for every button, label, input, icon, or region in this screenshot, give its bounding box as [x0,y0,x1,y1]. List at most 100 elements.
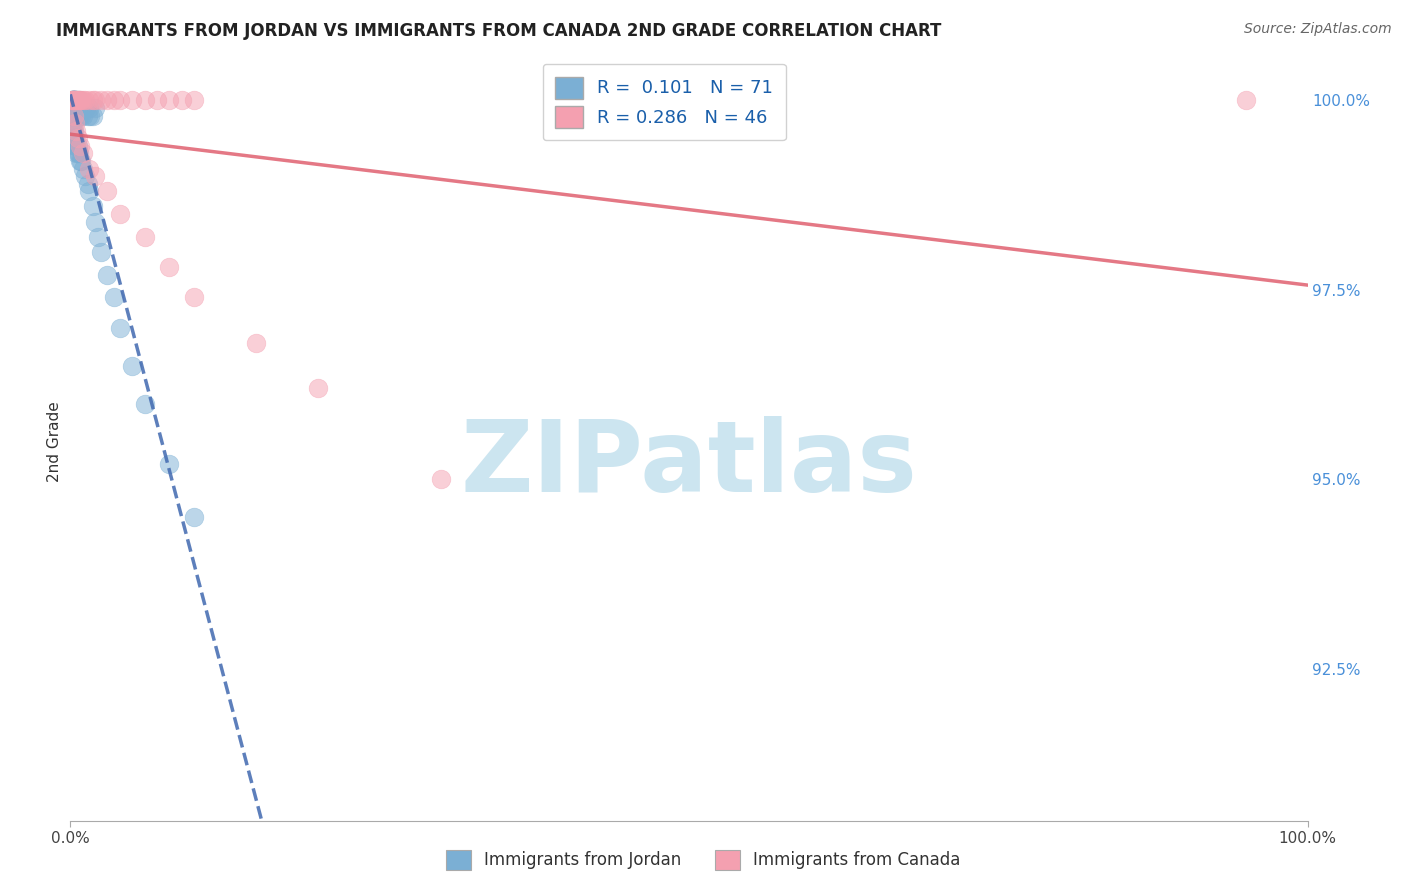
Point [65,93,87,107]
Point [62,123,84,137]
Point [62,93,84,107]
Point [65,123,87,137]
Point [1234,93,1257,107]
Point [79,108,101,122]
Point [65,101,87,115]
Point [70,93,93,107]
Point [65,93,87,107]
Point [84,93,107,107]
Point [65,101,87,115]
Point [62,116,84,130]
Point [63,93,86,107]
Point [72,108,94,122]
Point [121,93,143,107]
Point [60,93,83,107]
Point [70,153,93,168]
Point [60,108,83,122]
Point [72,101,94,115]
Point [108,321,131,335]
Point [245,336,267,351]
Point [65,146,87,161]
Text: IMMIGRANTS FROM JORDAN VS IMMIGRANTS FROM CANADA 2ND GRADE CORRELATION CHART: IMMIGRANTS FROM JORDAN VS IMMIGRANTS FRO… [56,22,942,40]
Point [65,93,87,107]
Point [65,93,87,107]
Point [134,397,156,411]
Point [65,131,87,145]
Point [62,131,84,145]
Point [62,93,84,107]
Point [62,93,84,107]
Point [69,101,91,115]
Point [84,214,107,228]
Point [66,146,89,161]
Point [63,93,86,107]
Point [65,138,87,153]
Point [70,101,93,115]
Text: ZIPatlas: ZIPatlas [461,416,917,513]
Point [77,101,100,115]
Point [70,108,93,122]
Point [96,93,118,107]
Point [67,146,90,161]
Point [67,93,90,107]
Point [183,291,205,305]
Point [108,207,131,221]
Point [65,93,87,107]
Point [134,93,156,107]
Point [63,93,86,107]
Point [66,101,89,115]
Point [183,510,205,524]
Point [67,108,90,122]
Point [63,131,86,145]
Point [96,268,118,282]
Point [84,169,107,184]
Point [63,93,86,107]
Point [84,101,107,115]
Point [76,108,98,122]
Point [65,116,87,130]
Point [96,184,118,198]
Point [66,131,89,145]
Point [65,138,87,153]
Point [60,93,83,107]
Point [72,93,94,107]
Point [67,101,90,115]
Point [62,93,84,107]
Point [103,291,125,305]
Point [62,93,84,107]
Point [134,230,156,244]
Point [69,138,91,153]
Point [60,93,83,107]
Point [82,93,104,107]
Point [82,199,104,213]
Point [66,138,89,153]
Point [157,458,180,472]
Legend: R =  0.101   N = 71, R = 0.286   N = 46: R = 0.101 N = 71, R = 0.286 N = 46 [543,64,786,140]
Point [103,93,125,107]
Point [65,101,87,115]
Point [76,177,98,191]
Legend: Immigrants from Jordan, Immigrants from Canada: Immigrants from Jordan, Immigrants from … [439,843,967,877]
Point [77,161,100,176]
Text: Source: ZipAtlas.com: Source: ZipAtlas.com [1244,22,1392,37]
Point [63,93,86,107]
Point [63,123,86,137]
Point [90,93,112,107]
Point [65,93,87,107]
Point [66,93,89,107]
Point [72,146,94,161]
Point [62,93,84,107]
Point [63,93,86,107]
Point [65,93,87,107]
Point [60,93,83,107]
Point [108,93,131,107]
Point [146,93,169,107]
Point [69,101,91,115]
Point [82,108,104,122]
Point [60,93,83,107]
Point [63,93,86,107]
Point [430,473,453,487]
Point [67,93,90,107]
Point [63,108,86,122]
Point [307,382,329,396]
